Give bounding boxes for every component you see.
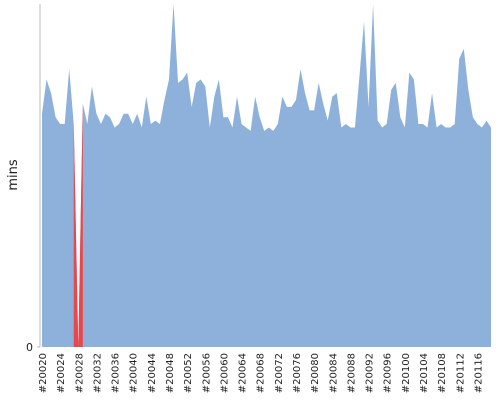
y-axis-label: mins [6,159,21,191]
x-tick-label: #20104 [419,353,430,393]
x-tick-label: #20080 [310,353,321,393]
x-tick-label: #20032 [92,353,103,393]
x-tick-label: #20044 [147,353,158,393]
x-tick-label: #20028 [74,353,85,393]
x-tick-label: #20064 [238,353,249,393]
x-tick-label: #20100 [401,353,412,393]
x-tick-label: #20024 [56,353,67,393]
x-tick-label: #20036 [111,353,122,393]
zero-segment [73,124,79,347]
x-tick-label: #20084 [328,353,339,393]
x-tick-label: #20112 [455,353,466,393]
x-tick-label: #20092 [365,353,376,393]
y-tick-label: 0 [26,341,33,354]
x-tick-label: #20116 [473,353,484,393]
x-tick-label: #20048 [165,353,176,393]
x-tick-label: #20052 [183,353,194,393]
area [42,4,491,347]
x-tick-label: #20072 [274,353,285,393]
x-tick-label: #20096 [383,353,394,393]
x-tick-label: #20040 [129,353,140,393]
x-tick-label: #20088 [346,353,357,393]
x-tick-label: #20020 [38,353,49,393]
x-tick-label: #20056 [201,353,212,393]
zero-segment [78,103,83,347]
x-tick-label: #20076 [292,353,303,393]
x-tick-label: #20060 [219,353,230,393]
x-tick-label: #20108 [437,353,448,393]
x-tick-label: #20068 [256,353,267,393]
